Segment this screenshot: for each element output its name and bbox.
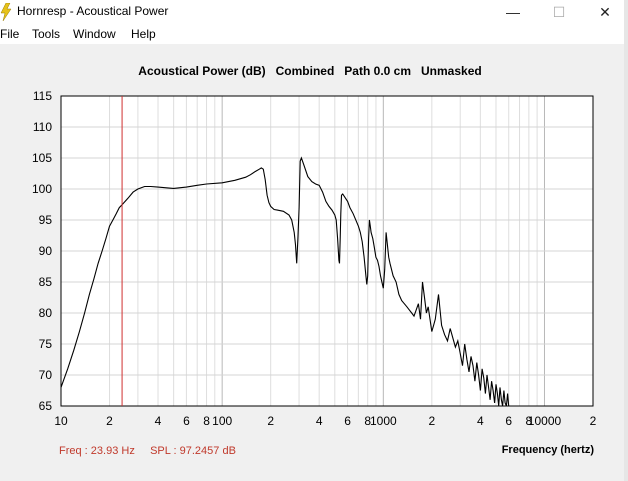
menu-help[interactable]: Help: [131, 27, 156, 41]
menu-file[interactable]: File: [0, 27, 20, 41]
x-tick-label: 2: [106, 414, 113, 428]
close-icon: ✕: [599, 3, 611, 20]
x-axis-label: Frequency (hertz): [501, 444, 594, 456]
x-tick-label: 2: [590, 414, 597, 428]
y-tick-label: 110: [33, 120, 52, 134]
minimize-icon: —: [506, 4, 520, 20]
x-tick-label: 8: [364, 414, 371, 428]
x-tick-label: 4: [316, 414, 323, 428]
y-tick-label: 115: [33, 89, 52, 103]
window-title: Hornresp - Acoustical Power: [17, 4, 169, 18]
menu-bar: File Tools Window Help: [0, 24, 628, 44]
spl-curve: [61, 156, 510, 406]
x-tick-label: 2: [267, 414, 274, 428]
x-tick-label: 10: [54, 414, 68, 428]
plot-frame: [60, 95, 594, 407]
y-tick-label: 70: [39, 368, 53, 382]
minimize-button[interactable]: —: [490, 0, 536, 24]
chart-title: Acoustical Power (dB) Combined Path 0.0 …: [138, 64, 482, 78]
maximize-icon: ☐: [552, 3, 566, 20]
y-tick-label: 95: [39, 213, 53, 227]
x-tick-label: 100: [212, 414, 232, 428]
x-tick-label: 4: [477, 414, 484, 428]
y-tick-label: 80: [39, 306, 53, 320]
y-tick-label: 105: [32, 151, 52, 165]
y-tick-label: 75: [39, 337, 53, 351]
x-tick-label: 6: [505, 414, 512, 428]
cursor-readout: Freq : 23.93 Hz SPL : 97.2457 dB: [59, 445, 236, 457]
window-right-border: [624, 0, 628, 481]
x-tick-label: 6: [344, 414, 351, 428]
close-button[interactable]: ✕: [582, 0, 628, 24]
x-tick-label: 6: [183, 414, 190, 428]
x-tick-label: 4: [155, 414, 162, 428]
y-tick-label: 85: [39, 275, 53, 289]
y-tick-label: 90: [39, 244, 53, 258]
y-tick-label: 100: [32, 182, 52, 196]
menu-window[interactable]: Window: [73, 27, 116, 41]
title-bar[interactable]: Hornresp - Acoustical Power — ☐ ✕: [0, 0, 628, 24]
y-tick-label: 65: [39, 399, 53, 413]
x-tick-label: 10000: [528, 414, 562, 428]
chart-panel: Acoustical Power (dB) Combined Path 0.0 …: [0, 44, 628, 481]
maximize-button[interactable]: ☐: [536, 0, 582, 24]
lightning-icon: [0, 3, 12, 21]
x-tick-label: 8: [203, 414, 210, 428]
menu-tools[interactable]: Tools: [32, 27, 61, 41]
x-tick-label: 2: [428, 414, 435, 428]
x-tick-label: 1000: [370, 414, 397, 428]
x-tick-label: 8: [526, 414, 533, 428]
